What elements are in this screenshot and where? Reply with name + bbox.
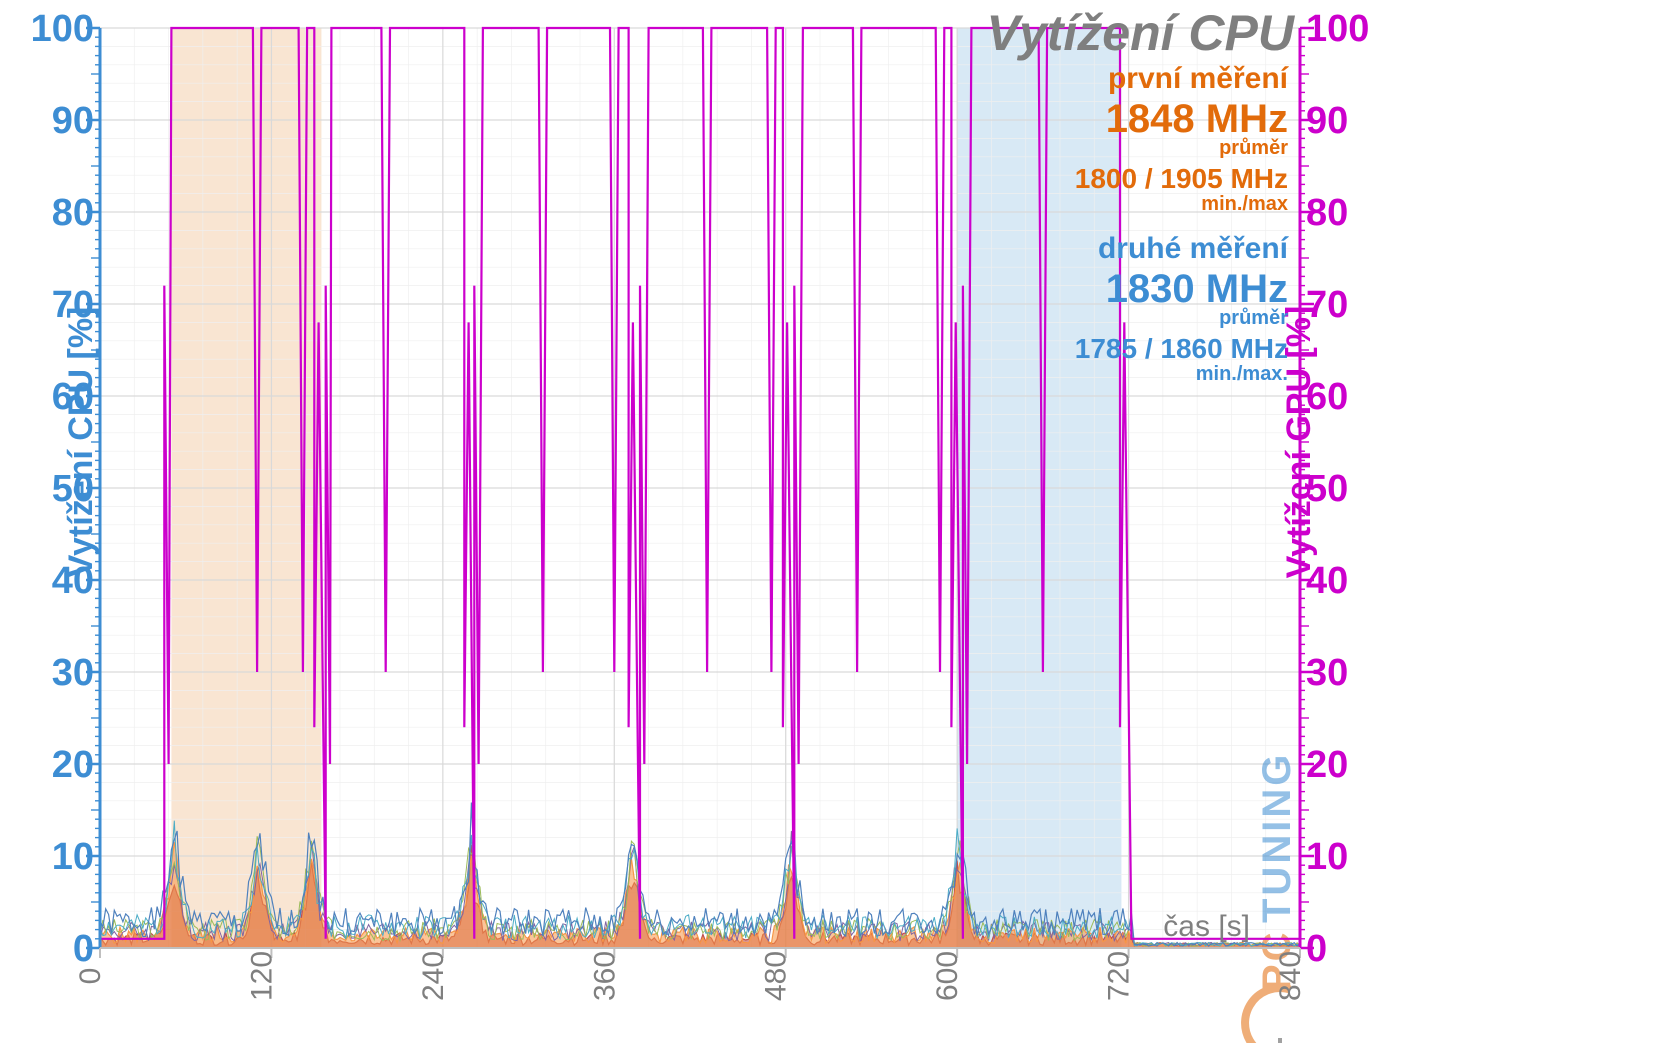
- ytick-R-0: 0: [1306, 928, 1327, 970]
- ytick-L-20: 20: [52, 744, 94, 786]
- ytick-R-30: 30: [1306, 652, 1348, 694]
- ytick-L-100: 100: [31, 8, 94, 50]
- chart-container: TUNINGPC01020304050607080901000102030405…: [0, 0, 1654, 1043]
- m0-mm: 1800 / 1905 MHz: [1075, 163, 1288, 194]
- ytick-L-80: 80: [52, 192, 94, 234]
- chart-svg: TUNINGPC01020304050607080901000102030405…: [0, 0, 1654, 1043]
- chart-title: Vytížení CPU: [987, 5, 1296, 61]
- xtick-720: 720: [1103, 951, 1136, 1001]
- m1-avg: 1830 MHz: [1106, 267, 1288, 311]
- ytick-L-30: 30: [52, 652, 94, 694]
- xtick-0: 0: [74, 968, 107, 985]
- m1-header: druhé měření: [1098, 232, 1290, 265]
- m0-header: první měření: [1108, 62, 1290, 95]
- xtick-840: 840: [1274, 951, 1307, 1001]
- m0-mm-sub: min./max: [1201, 193, 1288, 215]
- ytick-R-100: 100: [1306, 8, 1369, 50]
- xtick-120: 120: [245, 951, 278, 1001]
- ytick-R-90: 90: [1306, 100, 1348, 142]
- m0-avg-sub: průměr: [1219, 137, 1288, 159]
- xtick-600: 600: [931, 951, 964, 1001]
- m1-mm-sub: min./max.: [1196, 363, 1288, 385]
- ytick-L-90: 90: [52, 100, 94, 142]
- ytick-L-10: 10: [52, 836, 94, 878]
- ytick-R-10: 10: [1306, 836, 1348, 878]
- ytick-R-80: 80: [1306, 192, 1348, 234]
- xtick-240: 240: [417, 951, 450, 1001]
- xtick-480: 480: [760, 951, 793, 1001]
- svg-text:TUNING: TUNING: [1255, 752, 1299, 923]
- m1-mm: 1785 / 1860 MHz: [1075, 333, 1288, 364]
- ytick-L-0: 0: [73, 928, 94, 970]
- m0-avg: 1848 MHz: [1106, 97, 1288, 141]
- xtick-360: 360: [588, 951, 621, 1001]
- ytick-R-20: 20: [1306, 744, 1348, 786]
- y-left-label: Vytížení CPU [%]: [62, 307, 100, 578]
- x-label: čas [s]: [1163, 910, 1250, 943]
- m1-avg-sub: průměr: [1219, 307, 1288, 329]
